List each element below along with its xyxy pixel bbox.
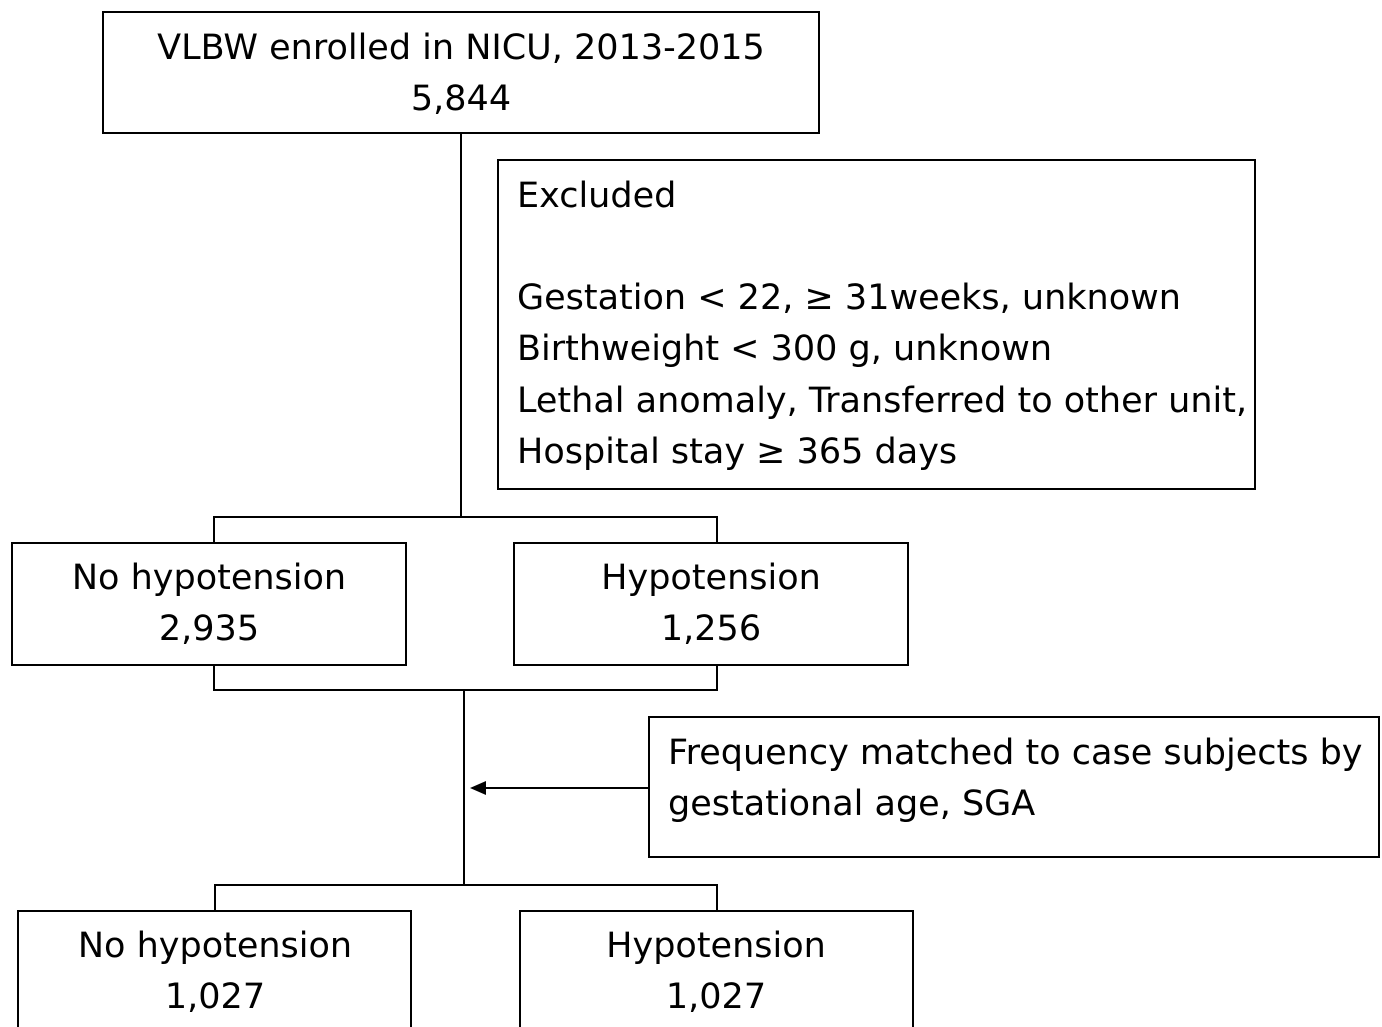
connector <box>213 665 718 691</box>
node-count: 5,844 <box>411 79 511 119</box>
node-label: No hypotension <box>72 558 346 598</box>
node-box <box>102 11 820 134</box>
matching-box <box>648 716 1380 858</box>
exclusion-box <box>497 159 1256 490</box>
node-label: Hypotension <box>601 558 821 598</box>
matching-line: Frequency matched to case subjects by <box>668 733 1363 773</box>
node-box <box>11 542 407 666</box>
exclusion-title: Excluded <box>517 176 676 216</box>
node-label: No hypotension <box>78 926 352 966</box>
exclusion-line: Birthweight < 300 g, unknown <box>517 329 1052 369</box>
node-count: 1,256 <box>661 609 761 649</box>
exclusion-line: Gestation < 22, ≥ 31weeks, unknown <box>517 278 1181 318</box>
node-box <box>513 542 909 666</box>
node-count: 1,027 <box>165 977 265 1017</box>
node-label: Hypotension <box>606 926 826 966</box>
exclusion-line: Hospital stay ≥ 365 days <box>517 432 957 472</box>
arrowhead <box>470 781 486 795</box>
node-count: 2,935 <box>159 609 259 649</box>
exclusion-line: Lethal anomaly, Transferred to other uni… <box>517 381 1247 421</box>
node-box <box>519 910 914 1027</box>
node-count: 1,027 <box>666 977 766 1017</box>
node-box <box>17 910 412 1027</box>
connector <box>214 884 718 911</box>
connector <box>213 516 718 543</box>
matching-line: gestational age, SGA <box>668 784 1035 824</box>
node-label: VLBW enrolled in NICU, 2013-2015 <box>157 28 765 68</box>
